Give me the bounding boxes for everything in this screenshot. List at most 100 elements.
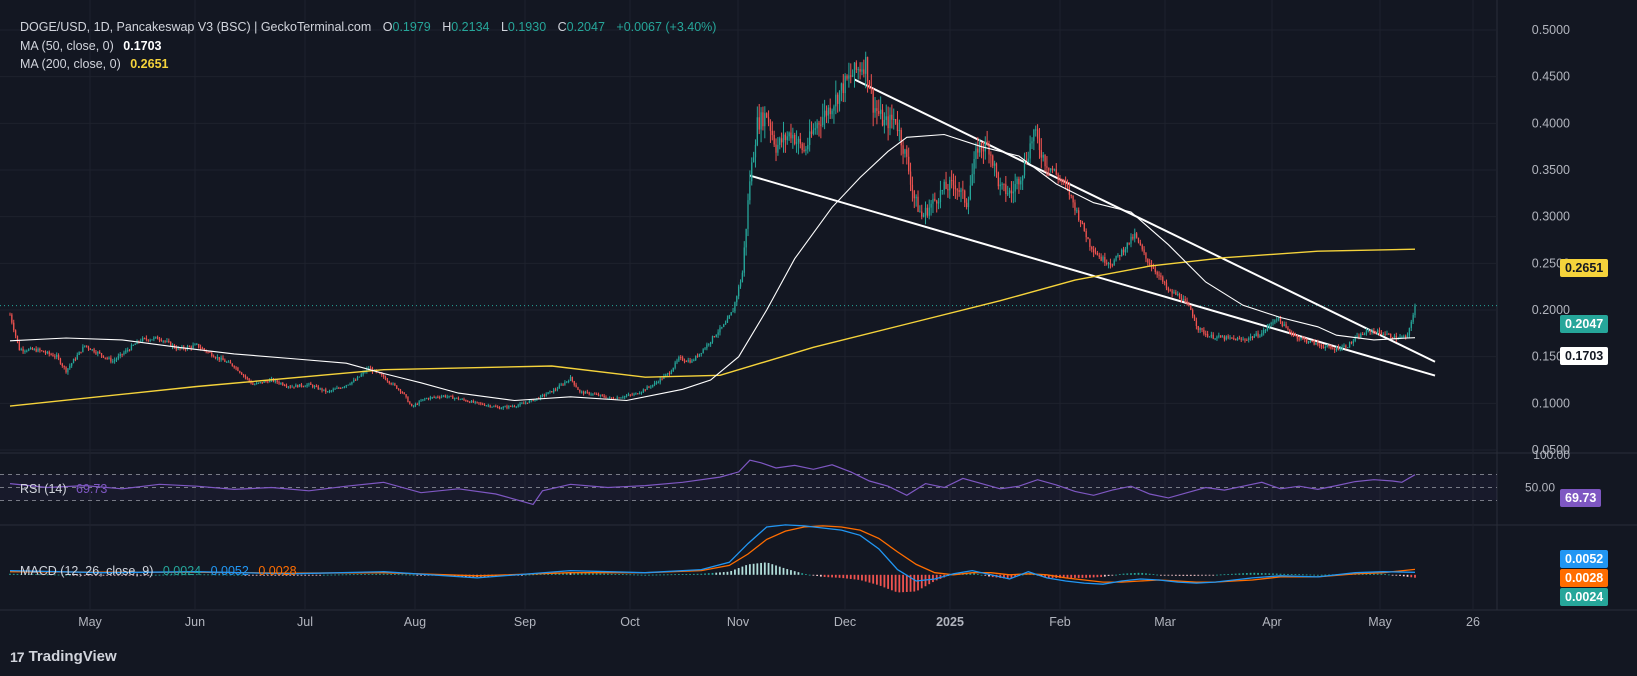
candle-body [1171, 290, 1173, 294]
candle-body [653, 382, 656, 385]
candle-body [347, 384, 349, 386]
candle-body [409, 402, 411, 404]
candle-body [495, 406, 497, 408]
candle-body [323, 389, 325, 391]
candle-body [893, 118, 895, 120]
ma50-legend[interactable]: MA (50, close, 0) 0.1703 [20, 38, 162, 54]
macd-histogram-bar [659, 574, 662, 576]
candle-body [422, 399, 424, 401]
candle-body [136, 340, 138, 345]
candle-body [1335, 347, 1338, 351]
price-tick-label: 0.0500 [1532, 443, 1570, 457]
candle-body [650, 386, 652, 388]
candle-body [123, 352, 125, 355]
candle-body [233, 365, 235, 368]
tradingview-logo[interactable]: 17 TradingView [10, 648, 117, 665]
candle-body [545, 394, 547, 396]
candle-body [992, 155, 994, 166]
macd-histogram-bar [890, 574, 893, 591]
candle-body [276, 380, 278, 383]
candle-body [203, 348, 205, 351]
candle-body [328, 390, 331, 392]
candle-body [638, 393, 641, 395]
candle-body [199, 347, 202, 349]
candle-body [11, 314, 13, 323]
candle-body [775, 144, 777, 153]
candle-body [313, 386, 316, 388]
candle-body [829, 107, 831, 115]
candle-body [401, 391, 404, 393]
candle-body [1115, 255, 1117, 261]
macd-histogram-bar [1066, 574, 1069, 578]
macd-histogram-bar [9, 573, 11, 575]
candle-body [1291, 332, 1293, 335]
trendlines[interactable] [749, 78, 1436, 377]
candle-body [489, 405, 491, 407]
time-tick-label: 2025 [936, 615, 964, 629]
macd-histogram-bar [1305, 574, 1308, 576]
candle-body [575, 384, 577, 388]
candle-body [1197, 325, 1199, 331]
candle-body [368, 368, 370, 370]
macd-histogram-bar [991, 574, 994, 578]
candle-body [283, 385, 286, 387]
axes: 0.50000.45000.40000.35000.30000.25000.20… [78, 23, 1570, 629]
candle-body [1122, 249, 1125, 253]
macd-histogram-bar [24, 574, 26, 575]
candle-body [954, 185, 957, 190]
candle-body [571, 376, 574, 382]
trendline [749, 174, 1436, 377]
macd-histogram-bar [973, 573, 975, 575]
candle-body [702, 349, 704, 354]
macd-histogram-bar [106, 574, 109, 576]
candle-body [633, 393, 635, 395]
macd-histogram-bar [173, 574, 176, 576]
candle-body [1143, 249, 1145, 253]
candle-body [1218, 335, 1220, 337]
candle-body [119, 353, 121, 357]
macd-histogram-bar [861, 574, 863, 581]
candle-body [1356, 335, 1358, 338]
macd-histogram-bar [823, 574, 826, 577]
candle-body [801, 143, 803, 150]
rsi-legend[interactable]: RSI (14) 69.73 [20, 481, 107, 497]
candle-body [642, 389, 645, 392]
candle-body [605, 397, 607, 399]
macd-legend[interactable]: MACD (12, 26, close, 9) 0.0024 0.0052 0.… [20, 563, 297, 579]
macd-histogram-bar [1160, 574, 1162, 576]
macd-histogram-bar [416, 574, 419, 576]
candle-body [792, 134, 794, 139]
candle-body [610, 397, 613, 399]
candle-body [48, 351, 50, 355]
candle-body [1300, 337, 1302, 339]
candle-body [1242, 339, 1244, 341]
macd-histogram-bar [734, 569, 736, 575]
candle-body [599, 394, 602, 396]
candle-body [693, 360, 695, 362]
candle-body [853, 62, 856, 76]
candle-body [866, 57, 869, 82]
candle-body [190, 346, 192, 348]
candle-body [1061, 179, 1063, 182]
last-price-badge: 0.2047 [1560, 315, 1609, 333]
time-tick-label: Jun [185, 615, 205, 629]
macd-label: MACD (12, 26, close, 9) [20, 564, 154, 578]
candle-body [149, 339, 151, 341]
ma200-legend[interactable]: MA (200, close, 0) 0.2651 [20, 56, 168, 72]
candle-body [1257, 333, 1259, 337]
candle-body [622, 397, 624, 399]
macd-histogram-bar [1275, 573, 1278, 575]
macd-histogram-bar [606, 573, 609, 575]
candle-body [812, 129, 815, 134]
candle-body [683, 360, 686, 362]
candle-body [26, 350, 28, 352]
candle-body [1102, 257, 1104, 261]
candle-body [777, 144, 779, 153]
macd-histogram-bar [367, 574, 370, 575]
macd-histogram-bar [229, 574, 232, 576]
candle-body [212, 356, 215, 358]
symbol-legend[interactable]: DOGE/USD, 1D, Pancakeswap V3 (BSC) | Gec… [20, 19, 716, 35]
macd-histogram-bar [259, 574, 262, 576]
macd-histogram-bar [1395, 574, 1398, 576]
